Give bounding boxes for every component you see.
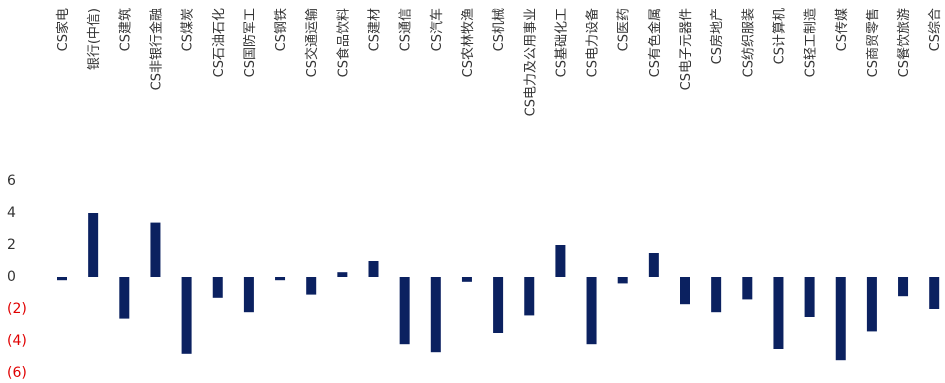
category-label: CS建材 [368,8,383,51]
category-label: CS电力及公用事业 [523,8,538,116]
bar [929,277,940,309]
y-axis: 6 4 2 0 (2) (4) (6) [7,173,27,381]
category-label: CS综合 [928,8,943,51]
bar [119,277,130,319]
category-label: CS基础化工 [554,8,569,77]
bar [648,253,659,277]
bar [399,277,410,345]
category-label: CS医药 [617,8,632,51]
category-labels: CS家电 银行(中信) CS建筑 CS非银行金融 CS煤炭 CS石油石化 CS国防军工 CS钢… [55,8,943,116]
category-label: CS有色金属 [647,8,663,77]
category-label: CS计算机 [772,8,787,64]
category-label: CS汽车 [429,8,445,51]
category-label: 银行(中信) [87,8,102,70]
category-label: CS通信 [399,8,414,51]
bar [742,277,753,300]
y-tick-label: 0 [7,269,16,285]
category-label: CS传媒 [835,8,850,51]
category-label: CS餐饮旅游 [896,8,912,77]
bar [898,277,909,297]
bar [88,213,99,277]
y-tick-label: 2 [7,237,16,253]
bar [773,277,784,349]
category-label: CS国防军工 [242,8,258,77]
bar [275,277,286,281]
category-label: CS轻工制造 [804,8,819,77]
bar [368,261,379,277]
bar [493,277,504,333]
category-label: CS食品饮料 [335,8,351,77]
y-tick-label: (6) [7,365,27,381]
category-label: CS纺织服装 [741,8,756,77]
bar [586,277,597,345]
bar [243,277,254,313]
bar [680,277,690,305]
category-label: CS钢铁 [274,8,289,51]
bar [617,277,628,284]
bar [461,277,472,282]
bar [150,222,161,277]
category-label: CS非银行金融 [148,8,164,90]
y-tick-label: 4 [7,205,16,221]
bar [711,277,722,313]
bar [181,277,192,354]
category-label: CS机械 [492,8,507,51]
category-label: CS农林牧渔 [461,8,476,77]
bar [212,277,223,298]
category-label: CS建筑 [117,8,133,51]
y-tick-label: 6 [7,173,16,189]
bar [430,277,441,353]
category-label: CS家电 [55,8,71,51]
bar [804,277,815,317]
category-label: CS交通运输 [304,8,320,77]
category-label: CS房地产 [709,8,725,64]
bar [524,277,535,316]
y-tick-label: (4) [7,333,27,349]
bar [306,277,317,295]
category-label: CS石油石化 [212,8,227,77]
category-label: CS商贸零售 [865,8,881,77]
category-label: CS电子元器件 [679,8,694,90]
bar [57,277,67,281]
category-label: CS电力设备 [585,8,601,77]
bar [835,277,846,361]
bar [337,272,348,277]
y-tick-label: (2) [7,301,27,317]
category-label: CS煤炭 [181,8,196,51]
bars [57,213,940,361]
bar [555,245,566,277]
bar [866,277,877,332]
